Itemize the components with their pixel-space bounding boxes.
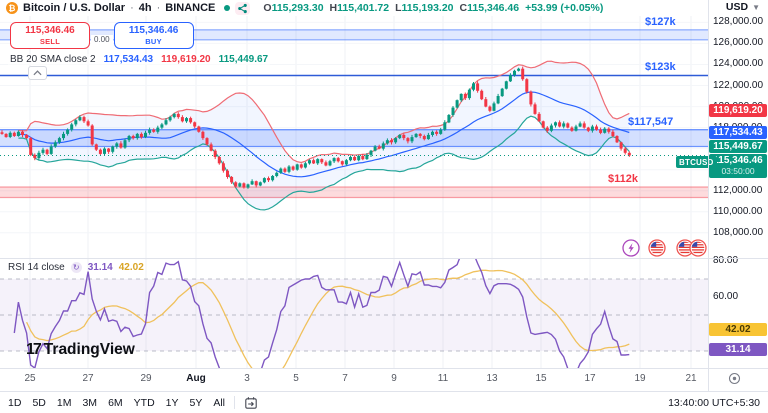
bb-upper-badge: 119,619.20: [709, 104, 767, 117]
scale-reset-icon[interactable]: [728, 372, 741, 390]
range-button-ytd[interactable]: YTD: [133, 396, 155, 409]
time-axis-label: 13: [486, 373, 498, 384]
rsi-value-badge: 31.14: [709, 343, 767, 356]
currency-selector[interactable]: USD ▼: [725, 1, 760, 13]
time-axis-label: Aug: [186, 373, 206, 384]
interval-button[interactable]: 4h: [138, 2, 152, 14]
rsi-value: 31.14: [87, 262, 113, 273]
price-tick: 108,000.00: [713, 226, 764, 238]
range-button-1d[interactable]: 1D: [8, 396, 22, 409]
rsi-ma-badge: 42.02: [709, 323, 767, 336]
svg-text:$117,547: $117,547: [628, 116, 673, 128]
time-axis-label: 21: [685, 373, 697, 384]
trade-widget: 115,346.46 SELL 0.00 115,346.46 BUY: [10, 22, 194, 49]
svg-text:$123k: $123k: [645, 61, 676, 73]
pane-divider[interactable]: [0, 258, 768, 259]
level-labels: $127k $123k $117,547 $112k: [608, 16, 676, 185]
tradingview-watermark[interactable]: 17 TradingView: [26, 341, 135, 358]
time-axis-label: 11: [437, 373, 449, 384]
bb-indicator-legend[interactable]: BB 20 SMA close 2 117,534.43 119,619.20 …: [8, 54, 271, 65]
bb-lower-value: 115,449.67: [218, 54, 269, 65]
market-open-dot: [224, 5, 231, 11]
separator: ·: [130, 2, 134, 14]
price-tick: 122,000.00: [713, 79, 764, 91]
bb-basis-badge: 117,534.43: [709, 126, 767, 139]
range-button-6m[interactable]: 6M: [108, 396, 123, 409]
rsi-ma-value: 42.02: [118, 262, 144, 273]
svg-text:$127k: $127k: [645, 16, 676, 28]
price-scale[interactable]: 128,000.00 126,000.00 124,000.00 122,000.00…: [708, 16, 768, 368]
bb-basis-value: 117,534.43: [103, 54, 154, 65]
bb-lower-badge: 115,449.67: [709, 140, 767, 153]
time-axis-label: 25: [24, 373, 36, 384]
time-axis-label: 15: [535, 373, 547, 384]
toolbar-divider: [234, 396, 236, 409]
price-tick: 80.00: [713, 255, 739, 266]
range-button-all[interactable]: All: [213, 396, 226, 409]
candles: [0, 66, 631, 189]
refresh-icon[interactable]: ↻: [70, 262, 82, 273]
calendar-icon: [245, 396, 257, 409]
bb-indicator-name: BB 20 SMA close 2: [10, 54, 96, 65]
range-button-3m[interactable]: 3M: [82, 396, 98, 409]
price-tick: 112,000.00: [713, 184, 763, 196]
go-to-date-button[interactable]: [244, 396, 258, 410]
range-switcher: 1D 5D 1M 3M 6M YTD 1Y 5Y All: [8, 397, 225, 409]
range-button-5y[interactable]: 5Y: [189, 396, 203, 409]
gridlines: [0, 14, 708, 368]
event-markers: [622, 239, 707, 257]
time-axis-label: 17: [584, 373, 596, 384]
range-button-1y[interactable]: 1Y: [165, 396, 179, 409]
rsi-indicator-name: RSI 14 close: [8, 262, 65, 273]
time-axis-label: 29: [140, 373, 152, 384]
bottom-toolbar: 1D 5D 1M 3M 6M YTD 1Y 5Y All 13:40:00 UTC+5:30: [0, 391, 768, 413]
sell-button[interactable]: 115,346.46 SELL: [10, 22, 90, 49]
legend-collapse-button[interactable]: [28, 66, 47, 80]
time-axis[interactable]: 25 27 29 Aug 3 5 7 9 11 13 15 17 19 21: [0, 369, 768, 391]
svg-text:$112k: $112k: [608, 173, 639, 185]
price-tick: 124,000.00: [713, 58, 764, 70]
rsi-indicator-legend[interactable]: RSI 14 close ↻ 31.14 42.02: [8, 262, 144, 273]
chart-canvas[interactable]: $127k $123k $117,547 $112k: [0, 14, 708, 368]
share-icon[interactable]: [235, 1, 251, 15]
exchange-label: BINANCE: [165, 2, 216, 14]
symbol-title[interactable]: Bitcoin / U.S. Dollar: [23, 2, 126, 14]
price-tick: 126,000.00: [713, 37, 764, 49]
tradingview-logo-icon: 17: [26, 341, 42, 358]
bb-upper-value: 119,619.20: [161, 54, 211, 65]
separator: ·: [156, 2, 161, 14]
chevron-down-icon: ▼: [752, 2, 760, 12]
price-tick: 110,000.00: [713, 205, 763, 217]
time-axis-label: 27: [82, 373, 94, 384]
last-price-badge: 115,346.46 03:50:00: [709, 154, 767, 178]
buy-button[interactable]: 115,346.46 BUY: [113, 22, 194, 49]
spread-value: 0.00: [91, 35, 113, 44]
symbol-price-chip: BTCUSD: [676, 156, 717, 168]
ohlc-readout: O115,293.30 H115,401.72 L115,193.20 C115…: [263, 2, 604, 14]
range-button-1m[interactable]: 1M: [56, 396, 72, 409]
symbol-header: ₿ Bitcoin / U.S. Dollar · 4h · BINANCE O…: [0, 0, 706, 16]
time-axis-label: 5: [293, 373, 299, 384]
bitcoin-logo-icon: ₿: [6, 2, 18, 14]
price-tick: 60.00: [713, 291, 739, 302]
chevron-up-icon: [33, 70, 42, 76]
range-button-5d[interactable]: 5D: [32, 396, 46, 409]
time-axis-label: 7: [342, 373, 348, 384]
us-flag-event-icon: [689, 239, 707, 257]
us-flag-event-icon: [676, 239, 694, 257]
price-tick: 128,000.00: [713, 16, 764, 28]
flash-event-icon: [622, 239, 640, 257]
rsi-pane: [0, 258, 708, 368]
price-pane: [0, 29, 708, 211]
change-value: +53.99 (+0.05%): [525, 2, 604, 14]
time-axis-label: 19: [634, 373, 646, 384]
scale-separator: [708, 0, 709, 391]
clock-timezone[interactable]: 13:40:00 UTC+5:30: [668, 396, 760, 409]
time-axis-label: 3: [244, 373, 250, 384]
us-flag-event-icon: [648, 239, 666, 257]
axis-divider: [0, 368, 768, 369]
time-axis-label: 9: [391, 373, 397, 384]
